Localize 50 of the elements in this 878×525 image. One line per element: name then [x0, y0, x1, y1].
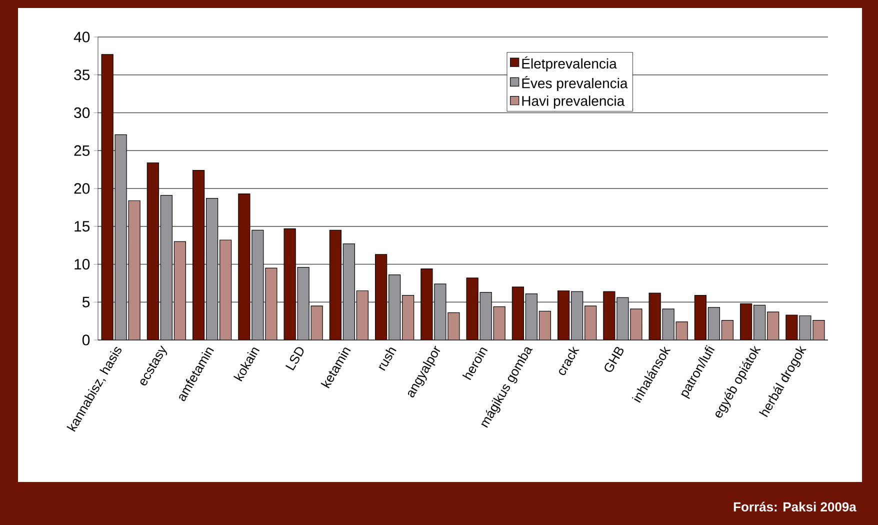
bar	[128, 200, 140, 340]
bar	[420, 268, 432, 340]
legend-label: Életprevalencia	[522, 56, 617, 72]
bar	[265, 268, 277, 340]
bar	[330, 230, 342, 340]
y-tick-label: 15	[74, 221, 90, 232]
bar	[160, 195, 172, 340]
y-tick-label: 30	[74, 107, 90, 118]
bar	[252, 230, 264, 340]
y-tick-label: 25	[74, 145, 90, 156]
bar	[722, 320, 734, 340]
text: Forrás: Paksi 2009a	[734, 502, 856, 512]
bar	[402, 295, 414, 340]
bar	[375, 254, 387, 340]
bar	[512, 286, 524, 340]
bar	[238, 194, 250, 340]
bar	[767, 312, 779, 340]
bar	[206, 198, 218, 340]
bar	[102, 54, 114, 340]
bar	[192, 170, 204, 340]
bar	[480, 292, 492, 340]
bar	[147, 162, 159, 340]
bar	[571, 292, 583, 340]
bar	[539, 311, 551, 340]
bar	[708, 307, 720, 340]
bar	[740, 304, 752, 340]
bar	[434, 284, 446, 340]
y-tick-label: 0	[82, 334, 90, 346]
bar	[558, 290, 570, 340]
bar	[584, 306, 596, 340]
legend-label: Éves prevalencia	[522, 76, 628, 92]
bar	[526, 294, 538, 340]
bar	[356, 290, 368, 340]
bar	[754, 305, 766, 340]
y-tick-label: 35	[74, 70, 90, 80]
bar	[466, 278, 478, 340]
bar	[115, 134, 127, 340]
bar	[284, 228, 296, 340]
bar	[388, 274, 400, 340]
bar	[694, 295, 706, 340]
bar	[311, 306, 323, 340]
y-tick-label: 40	[74, 32, 90, 42]
y-tick-label: 20	[74, 183, 90, 194]
bar	[220, 240, 232, 340]
y-tick-label: 10	[74, 258, 90, 270]
bar	[343, 244, 355, 340]
legend-label: Havi prevalencia	[522, 96, 625, 109]
y-tick-label: 5	[82, 296, 90, 308]
bar	[298, 267, 310, 340]
bar	[174, 242, 186, 340]
